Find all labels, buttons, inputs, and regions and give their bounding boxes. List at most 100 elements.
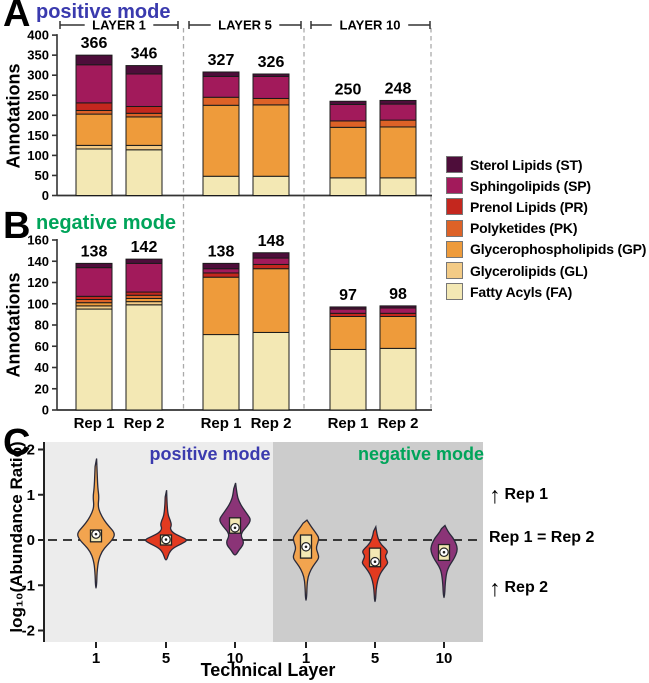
bar-segment-PK bbox=[329, 120, 367, 128]
y-tick-label: 100 bbox=[27, 296, 49, 311]
median-dot bbox=[233, 526, 237, 530]
legend: Sterol Lipids (ST) Sphingolipids (SP) Pren… bbox=[446, 154, 646, 302]
bar-x-label: Rep 1 bbox=[74, 415, 115, 432]
legend-item-SP: Sphingolipids (SP) bbox=[446, 175, 646, 196]
panel-a-letter: A bbox=[3, 0, 31, 35]
legend-swatch-FA bbox=[446, 283, 463, 301]
bar-segment-FA bbox=[252, 331, 290, 411]
legend-item-GP: Glycerophospholipids (GP) bbox=[446, 239, 646, 260]
bar-segment-SP bbox=[379, 103, 417, 121]
y-tick-label: 350 bbox=[27, 48, 49, 63]
bar-segment-PR bbox=[75, 102, 113, 111]
bar-segment-PR bbox=[202, 272, 240, 278]
bar-total-label: 250 bbox=[335, 81, 362, 98]
x-tick-label: 1 bbox=[92, 650, 100, 667]
x-tick-label: 10 bbox=[227, 650, 244, 667]
bar-segment-ST bbox=[379, 99, 417, 105]
annotation-equal-text: Rep 1 = Rep 2 bbox=[489, 529, 595, 546]
legend-label-ST: Sterol Lipids (ST) bbox=[470, 156, 583, 173]
annotation-rep1-equals-rep2: Rep 1 = Rep 2 bbox=[489, 529, 594, 547]
bar-segment-ST bbox=[252, 252, 290, 259]
bar-segment-ST bbox=[329, 100, 367, 105]
bar-total-label: 138 bbox=[208, 243, 235, 260]
bar-segment-SP bbox=[202, 75, 240, 98]
y-tick-label: 140 bbox=[27, 254, 49, 269]
bar-segment-SP bbox=[202, 268, 240, 274]
y-tick-label: 200 bbox=[27, 108, 49, 123]
bar-x-label: Rep 2 bbox=[124, 415, 165, 432]
panel-b-letter: B bbox=[3, 205, 31, 247]
bar-segment-SP bbox=[75, 267, 113, 297]
y-tick-label: 100 bbox=[27, 148, 49, 163]
bar-segment-FA bbox=[252, 175, 290, 196]
y-tick-label: 120 bbox=[27, 275, 49, 290]
bar-x-label: Rep 1 bbox=[328, 415, 369, 432]
bar-segment-GL bbox=[125, 144, 163, 151]
bar-total-label: 366 bbox=[81, 35, 108, 52]
bar-segment-ST bbox=[379, 305, 417, 309]
bar-segment-GP bbox=[329, 316, 367, 350]
y-tick-label: 40 bbox=[35, 360, 49, 375]
y-tick-label: 0 bbox=[42, 188, 49, 203]
y-tick-label: 400 bbox=[27, 28, 49, 43]
legend-label-SP: Sphingolipids (SP) bbox=[470, 177, 591, 194]
bar-segment-PK bbox=[75, 109, 113, 115]
bar-segment-FA bbox=[379, 347, 417, 411]
annotation-rep1-text: Rep 1 bbox=[504, 486, 549, 504]
y-tick-label: 150 bbox=[27, 128, 49, 143]
median-dot bbox=[94, 532, 98, 536]
bar-segment-FA bbox=[202, 175, 240, 196]
legend-item-PR: Prenol Lipids (PR) bbox=[446, 196, 646, 217]
bar-segment-SP bbox=[75, 64, 113, 104]
legend-label-GP: Glycerophospholipids (GP) bbox=[470, 241, 647, 258]
bar-total-label: 248 bbox=[385, 80, 412, 97]
bar-segment-GL bbox=[75, 144, 113, 150]
annotation-rep1: ↑ Rep 1 bbox=[489, 484, 549, 507]
bar-segment-GP bbox=[329, 126, 367, 179]
bar-segment-ST bbox=[202, 262, 240, 270]
legend-label-GL: Glycerolipids (GL) bbox=[470, 262, 588, 279]
x-tick-label: 10 bbox=[436, 650, 453, 667]
bar-segment-GP bbox=[202, 104, 240, 177]
annotation-rep2-text: Rep 2 bbox=[504, 579, 549, 597]
bar-segment-ST bbox=[125, 65, 163, 75]
bar-total-label: 97 bbox=[339, 287, 357, 304]
bar-total-label: 326 bbox=[258, 54, 285, 71]
bar-segment-SP bbox=[379, 307, 417, 314]
layer-header: LAYER 10 bbox=[340, 18, 401, 33]
y-tick-label: -2 bbox=[22, 623, 35, 640]
y-tick-label: 160 bbox=[27, 233, 49, 248]
median-dot bbox=[373, 560, 377, 564]
bar-segment-FA bbox=[125, 304, 163, 411]
median-dot bbox=[164, 538, 168, 541]
bar-total-label: 138 bbox=[81, 243, 108, 260]
x-tick-label: 1 bbox=[302, 650, 310, 667]
bar-segment-GP bbox=[75, 113, 113, 146]
bar-segment-SP bbox=[125, 262, 163, 293]
bar-total-label: 148 bbox=[258, 233, 285, 250]
bar-segment-SP bbox=[252, 75, 290, 99]
bar-segment-FA bbox=[125, 149, 163, 196]
bar-segment-ST bbox=[75, 262, 113, 269]
bar-total-label: 327 bbox=[208, 52, 235, 69]
bar-segment-SP bbox=[125, 73, 163, 107]
bar-segment-GP bbox=[252, 104, 290, 177]
bar-segment-FA bbox=[75, 148, 113, 196]
bar-x-label: Rep 2 bbox=[251, 415, 292, 432]
bar-segment-SP bbox=[329, 103, 367, 122]
bar-total-label: 142 bbox=[131, 239, 158, 256]
panel-b-chart: 0 20 40 60 80 100 120 140 160 138 Rep 1 142 Rep 2 138… bbox=[27, 212, 432, 432]
bar-segment-SP bbox=[329, 308, 367, 314]
panel-a-chart: LAYER 1 LAYER 5 LAYER 10 0 50 100 150 200 250 300… bbox=[27, 18, 432, 212]
layer-header: LAYER 5 bbox=[218, 18, 272, 33]
y-tick-label: 0 bbox=[42, 403, 49, 418]
legend-item-PK: Polyketides (PK) bbox=[446, 218, 646, 239]
bar-segment-GP bbox=[252, 268, 290, 333]
bar-segment-PK bbox=[125, 112, 163, 118]
bar-x-label: Rep 1 bbox=[201, 415, 242, 432]
bar-x-label: Rep 2 bbox=[378, 415, 419, 432]
panel-c-letter: C bbox=[3, 422, 31, 464]
bar-segment-GP bbox=[379, 316, 417, 349]
